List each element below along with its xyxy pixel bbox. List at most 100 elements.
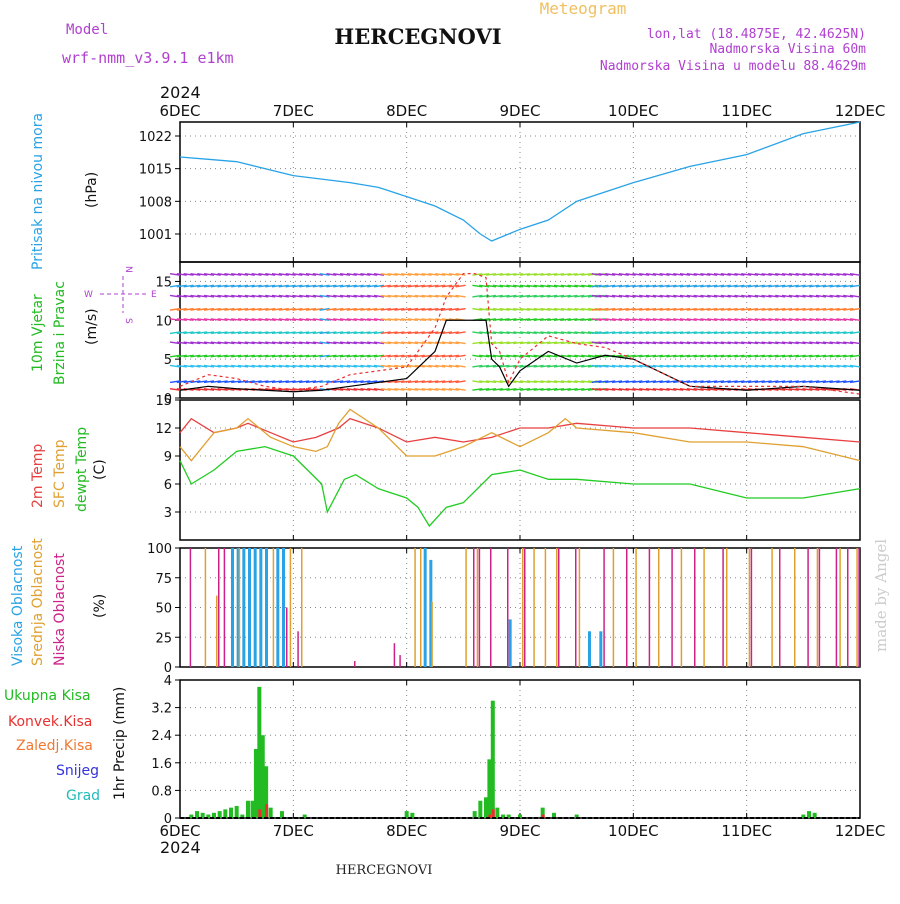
wind-barb: [547, 364, 558, 368]
wind-barb: [169, 380, 181, 384]
wind-barb: [686, 364, 697, 368]
wind-barb: [401, 364, 412, 368]
wind-barb: [506, 354, 517, 358]
wind-barb: [720, 380, 731, 384]
wind-barb: [761, 380, 772, 384]
cloud-bar-mid: [420, 548, 422, 667]
precip-bar-total: [552, 812, 556, 818]
wind-barb: [574, 294, 585, 298]
wind-barb: [673, 364, 684, 368]
wind-barb: [183, 284, 194, 288]
wind-barb: [224, 364, 235, 368]
wind-barb: [707, 273, 718, 276]
wind-barb: [553, 331, 565, 335]
wind-barb: [686, 273, 697, 276]
cloud-bar-low: [750, 548, 753, 667]
cloud-bar-low: [473, 548, 475, 667]
wind-barb: [829, 364, 840, 368]
wind-barb: [333, 364, 344, 368]
wind-barb: [567, 318, 578, 321]
wind-barb: [843, 354, 854, 358]
wind-barb: [639, 364, 650, 368]
wind-barb: [231, 307, 242, 311]
wind-barb: [645, 318, 657, 321]
precip-bar-total: [484, 797, 488, 818]
wind-barb: [775, 341, 786, 345]
wind-barb: [513, 364, 524, 368]
wind-barb: [519, 284, 531, 288]
wind-barb: [815, 341, 827, 345]
wind-barb: [326, 273, 337, 276]
wind-barb: [339, 341, 351, 345]
x-tick-label-bottom: 6DEC: [159, 822, 200, 840]
cloud-bar-low: [575, 548, 577, 667]
wind-barb: [567, 354, 578, 358]
wind-barb: [666, 273, 677, 276]
wind-barb: [271, 273, 283, 276]
wind-barb: [768, 364, 779, 368]
wind-barb: [244, 273, 255, 276]
wind-barb: [795, 354, 806, 358]
wind-barb: [741, 294, 752, 298]
precip-bar-convective: [491, 809, 495, 818]
precip-unit: 1hr Precip (mm): [112, 687, 128, 800]
wind-barb: [492, 273, 503, 276]
wind-barb: [278, 273, 289, 276]
wind-barb: [513, 380, 524, 384]
wind-barb: [686, 284, 697, 288]
wind-barb: [448, 273, 459, 276]
wind-barb: [448, 294, 459, 298]
cloud-bar-mid: [556, 548, 558, 667]
wind-barb: [305, 364, 317, 368]
wind-barb: [768, 331, 779, 335]
wind-barb: [567, 273, 578, 276]
wind-barb: [513, 294, 524, 298]
wind-barb: [734, 273, 745, 276]
wind-barb: [741, 331, 752, 335]
wind-barb: [547, 273, 558, 276]
wind-barb: [258, 380, 269, 384]
wind-barb: [553, 273, 565, 276]
wind-barb: [210, 318, 221, 321]
cloud-bar-high: [259, 548, 263, 667]
wind-barb: [203, 273, 215, 276]
wind-barb: [373, 380, 385, 384]
cloud-panel: 0 25 50 75 100: [147, 542, 861, 676]
wind-barb: [380, 284, 391, 288]
cloud-bar-high: [276, 548, 280, 667]
wind-barb: [217, 284, 228, 288]
wind-barb: [540, 341, 551, 345]
wind-barb: [519, 354, 531, 358]
cloud-ylabel-low: Niska Oblacnost: [52, 553, 68, 666]
wind-barb: [217, 294, 228, 298]
wind-barb: [741, 364, 752, 368]
wind-barb: [775, 354, 786, 358]
wind-barb: [526, 341, 537, 345]
wind-barb: [435, 273, 446, 276]
wind-barb: [605, 284, 616, 288]
wind-barb: [197, 273, 208, 276]
wind-barb: [169, 307, 181, 311]
wind-barb: [435, 380, 446, 384]
temp-ytick-label: 15: [155, 394, 172, 409]
wind-barb: [251, 354, 262, 358]
wind-barb: [513, 284, 524, 288]
cloud-ytick-label: 0: [164, 661, 172, 676]
cloud-ylabel-high: Visoka Oblacnost: [10, 545, 26, 666]
wind-barb: [815, 294, 827, 298]
temp-2m-line: [179, 417, 861, 443]
wind-barb: [707, 318, 718, 321]
wind-barb: [679, 331, 691, 335]
wind-barb: [652, 388, 663, 391]
wind-barb: [707, 294, 718, 298]
wind-barb: [472, 331, 483, 335]
wind-barb: [693, 307, 704, 311]
wind-barb: [611, 364, 623, 368]
wind-barb: [547, 294, 558, 298]
wind-barb: [373, 318, 385, 321]
wind-barb: [183, 364, 194, 368]
wind-barb: [632, 380, 643, 384]
x-tick-label-bottom: 7DEC: [273, 822, 314, 840]
wind-barb: [305, 273, 317, 276]
